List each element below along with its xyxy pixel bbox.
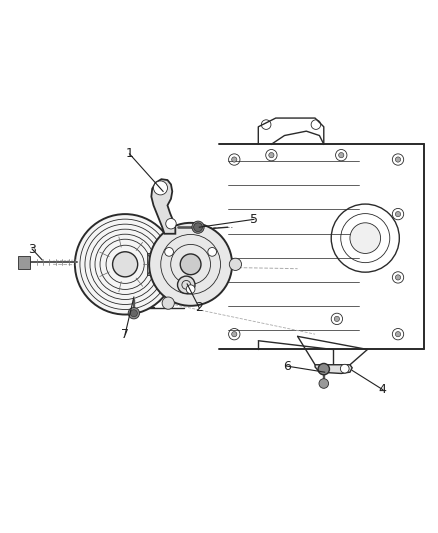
Circle shape — [75, 214, 175, 314]
Text: 4: 4 — [379, 383, 387, 396]
Circle shape — [177, 276, 195, 294]
Circle shape — [162, 220, 174, 232]
Circle shape — [334, 316, 339, 321]
Circle shape — [149, 223, 232, 306]
Circle shape — [396, 157, 401, 162]
Circle shape — [194, 223, 202, 231]
Text: 6: 6 — [283, 360, 290, 373]
Circle shape — [153, 181, 167, 195]
Circle shape — [192, 221, 204, 233]
Polygon shape — [151, 179, 175, 234]
Circle shape — [166, 219, 176, 229]
Circle shape — [186, 285, 195, 294]
FancyBboxPatch shape — [130, 233, 186, 296]
Circle shape — [232, 332, 237, 337]
Text: 7: 7 — [121, 328, 129, 341]
Text: 2: 2 — [195, 302, 203, 314]
Circle shape — [180, 254, 201, 274]
Circle shape — [396, 212, 401, 217]
Circle shape — [318, 364, 329, 375]
FancyBboxPatch shape — [147, 253, 164, 275]
Circle shape — [128, 308, 140, 319]
Circle shape — [319, 379, 328, 389]
Circle shape — [131, 310, 138, 317]
Circle shape — [396, 332, 401, 337]
Circle shape — [165, 247, 173, 256]
Text: 5: 5 — [250, 213, 258, 226]
Circle shape — [232, 157, 237, 162]
Circle shape — [269, 152, 274, 158]
Text: 3: 3 — [28, 243, 36, 255]
FancyBboxPatch shape — [18, 256, 30, 269]
Circle shape — [339, 152, 344, 158]
Circle shape — [208, 247, 216, 256]
Text: 1: 1 — [126, 147, 134, 160]
Circle shape — [396, 275, 401, 280]
Circle shape — [230, 258, 241, 270]
Circle shape — [350, 223, 381, 254]
Circle shape — [340, 364, 349, 373]
Circle shape — [162, 297, 174, 309]
Polygon shape — [315, 365, 352, 374]
Circle shape — [113, 252, 138, 277]
Circle shape — [319, 364, 328, 373]
